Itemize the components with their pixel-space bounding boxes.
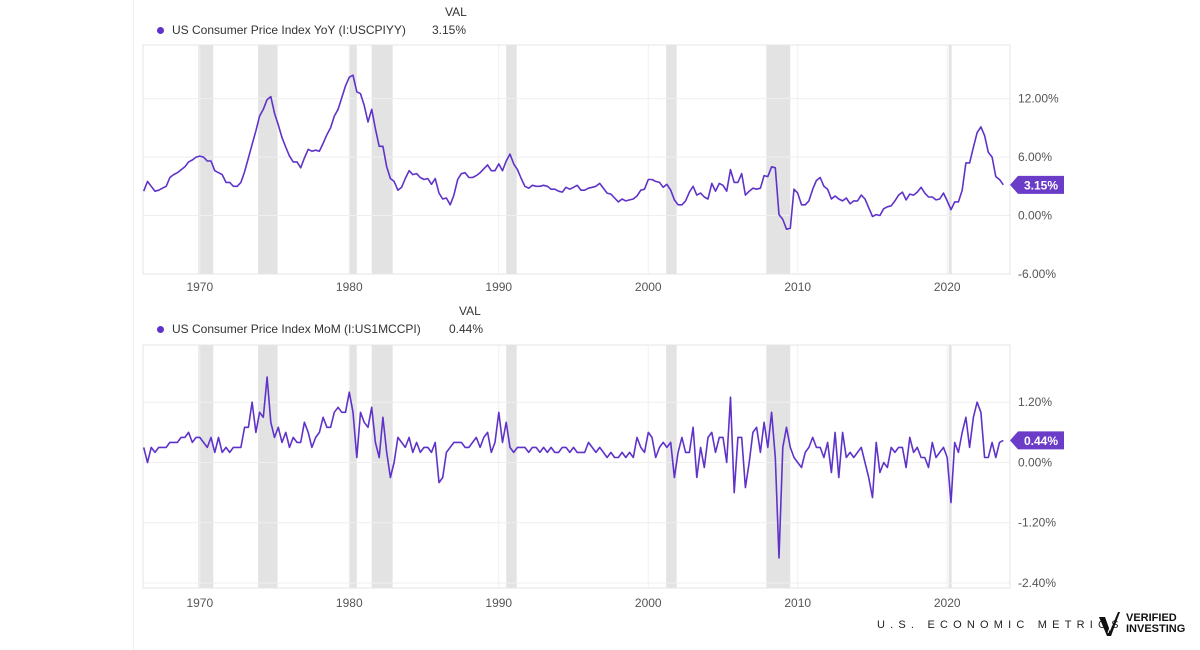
recession-band — [198, 345, 214, 588]
x-tick-label: 2010 — [784, 280, 811, 294]
value-tag-shape — [1010, 175, 1064, 194]
x-tick-label: 2000 — [635, 596, 662, 610]
series-dot-icon — [157, 325, 164, 333]
x-tick-label: 2010 — [784, 596, 811, 610]
chart-0: 12.00% 6.00% 0.00% -6.00% 1970 1980 1990 2000 20… — [142, 44, 1064, 294]
recession-band — [258, 345, 278, 588]
legend-value-yoy: 3.15% — [432, 23, 466, 37]
recession-band — [349, 345, 357, 588]
legend-value-mom: 0.44% — [449, 322, 483, 336]
y-tick-label: 0.00% — [1018, 209, 1052, 223]
y-tick-label: -2.40% — [1018, 576, 1056, 590]
v-check-icon — [1099, 612, 1120, 636]
recession-band — [371, 345, 393, 588]
recession-band — [258, 45, 278, 274]
legend-header-bottom: VAL — [459, 304, 481, 318]
current-value-tag: 0.44% — [1010, 431, 1064, 450]
x-tick-label: 2000 — [635, 280, 662, 294]
legend-current-value: 3.15% — [432, 23, 467, 37]
recession-band — [766, 345, 791, 588]
y-tick-label: 1.20% — [1018, 395, 1052, 409]
x-tick-label: 2020 — [934, 596, 961, 610]
series-line — [142, 376, 1004, 559]
chart-1: 1.20% 0.00% -1.20% -2.40% 1970 1980 1990 2000 20… — [142, 344, 1064, 610]
legend-header-top: VAL — [445, 5, 467, 19]
series-dot-icon — [157, 26, 164, 34]
plot-border — [142, 44, 1011, 275]
recession-band — [948, 45, 952, 274]
legend-series-name: US Consumer Price Index MoM (I:US1MCCPI) — [172, 322, 421, 336]
footer-brand-text: U.S. ECONOMIC METRICS — [877, 619, 1124, 631]
page-divider — [133, 0, 134, 650]
value-tag-label: 0.44% — [1024, 434, 1058, 448]
y-tick-label: 12.00% — [1018, 92, 1059, 106]
verified-investing-logo: VERIFIED INVESTING — [1098, 611, 1185, 637]
x-tick-label: 2020 — [934, 280, 961, 294]
legend-item-yoy[interactable]: US Consumer Price Index YoY (I:USCPIYY) — [157, 23, 406, 37]
legend-series-name: US Consumer Price Index YoY (I:USCPIYY) — [172, 23, 406, 37]
recession-band — [666, 45, 677, 274]
value-tag-shape — [1010, 431, 1064, 450]
y-tick-label: 6.00% — [1018, 150, 1052, 164]
legend-item-mom[interactable]: US Consumer Price Index MoM (I:US1MCCPI) — [157, 322, 421, 336]
plot-border — [142, 344, 1011, 589]
series-line — [142, 74, 1004, 230]
x-tick-label: 1970 — [186, 596, 213, 610]
x-tick-label: 1980 — [336, 280, 363, 294]
recession-band — [349, 45, 357, 274]
current-value-tag: 3.15% — [1010, 175, 1064, 194]
recession-band — [948, 345, 952, 588]
value-tag-label: 3.15% — [1024, 178, 1058, 192]
y-tick-label: -1.20% — [1018, 516, 1056, 530]
legend-current-value: 0.44% — [449, 322, 484, 336]
recession-band — [506, 345, 517, 588]
x-tick-label: 1990 — [485, 280, 512, 294]
recession-band — [371, 45, 393, 274]
y-tick-label: -6.00% — [1018, 267, 1056, 281]
x-tick-label: 1970 — [186, 280, 213, 294]
y-tick-label: 0.00% — [1018, 455, 1052, 469]
recession-band — [666, 345, 677, 588]
x-tick-label: 1990 — [485, 596, 512, 610]
x-tick-label: 1980 — [336, 596, 363, 610]
recession-band — [766, 45, 791, 274]
